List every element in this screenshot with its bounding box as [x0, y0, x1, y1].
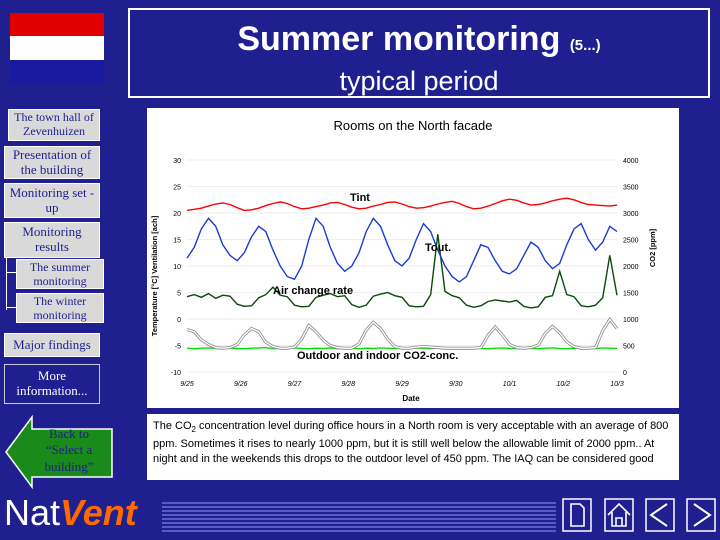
back-button[interactable]: Back to “Select a building” — [44, 426, 94, 474]
air-change-line — [186, 234, 618, 309]
nav-tree-branch — [6, 307, 16, 308]
natvent-logo: NatVent — [4, 492, 137, 533]
nav-winter-monitoring[interactable]: The winter monitoring — [16, 293, 104, 323]
y-left-tick-label: 25 — [173, 185, 181, 192]
previous-icon[interactable] — [645, 498, 675, 532]
x-tick-label: 10/1 — [503, 381, 517, 388]
chart-title: Rooms on the North facade — [334, 118, 493, 133]
nav-more-information[interactable]: More information... — [4, 364, 100, 404]
nav-tree-branch — [6, 272, 16, 273]
back-arrow-icon[interactable] — [4, 415, 116, 489]
nav-monitoring-results[interactable]: Monitoring results — [4, 222, 100, 258]
nav-tree-line — [6, 258, 7, 310]
tint-annotation: Tint — [350, 192, 370, 204]
nav-summer-monitoring[interactable]: The summer monitoring — [16, 259, 104, 289]
y-left-tick-labels: 30 25 20 15 10 5 0 -5 -10 — [171, 158, 181, 377]
nav-town-hall[interactable]: The town hall of Zevenhuizen — [8, 109, 100, 141]
y-right-tick-label: 3000 — [623, 211, 639, 218]
y-right-tick-label: 0 — [623, 370, 627, 377]
y-left-tick-label: 20 — [173, 211, 181, 218]
y-right-tick-label: 500 — [623, 344, 635, 351]
y-right-tick-label: 2500 — [623, 238, 639, 245]
chart-background — [147, 108, 679, 408]
y-right-tick-labels: 4000 3500 3000 2500 2000 1500 1000 500 0 — [623, 158, 639, 377]
nav-presentation[interactable]: Presentation of the building — [4, 146, 100, 179]
y-right-tick-label: 1000 — [623, 317, 639, 324]
x-tick-label: 9/25 — [180, 381, 194, 388]
netherlands-flag-icon — [10, 13, 104, 83]
x-tick-label: 9/27 — [288, 381, 303, 388]
home-icon[interactable] — [604, 498, 634, 532]
tout-annotation: Tout. — [425, 242, 451, 254]
co2-annotation: Outdoor and indoor CO2-conc. — [297, 350, 458, 362]
air-change-annotation: Air change rate — [273, 285, 353, 297]
y-left-tick-label: 30 — [173, 158, 181, 165]
co2-chart: Rooms on the North facade 30 25 20 15 10 5 0 -5… — [147, 108, 679, 408]
page-title-text: Summer monitoring — [237, 20, 561, 58]
tint-line — [186, 197, 618, 212]
y-left-tick-label: 10 — [173, 264, 181, 271]
x-axis-label: Date — [402, 394, 420, 403]
x-tick-label: 10/3 — [610, 381, 624, 388]
y-left-tick-label: 0 — [177, 317, 181, 324]
y-right-tick-label: 3500 — [623, 185, 639, 192]
y-right-axis-label: CO2 [ppm] — [648, 228, 657, 267]
description-text: The CO2 concentration level during offic… — [147, 414, 679, 480]
x-tick-label: 10/2 — [556, 381, 570, 388]
y-left-tick-label: -5 — [175, 344, 181, 351]
next-icon[interactable] — [686, 498, 716, 532]
y-right-tick-label: 2000 — [623, 264, 639, 271]
page-title: Summer monitoring (5...) — [130, 20, 708, 59]
nav-major-findings[interactable]: Major findings — [4, 333, 100, 357]
x-tick-label: 9/29 — [395, 381, 409, 388]
tout-line — [186, 216, 618, 283]
y-right-tick-label: 4000 — [623, 158, 639, 165]
y-left-tick-label: -10 — [171, 370, 181, 377]
x-tick-label: 9/28 — [341, 381, 355, 388]
document-icon[interactable] — [562, 498, 592, 532]
page-subtitle: typical period — [339, 66, 499, 96]
decorative-stripes — [162, 502, 556, 532]
y-left-tick-label: 5 — [177, 291, 181, 298]
nav-monitoring-setup[interactable]: Monitoring set -up — [4, 183, 100, 218]
series-counter: (5...) — [569, 37, 601, 54]
y-left-axis-label: Temperature [°C] Ventilation [ach] — [150, 215, 159, 336]
chart-series — [186, 197, 619, 350]
y-left-tick-label: 15 — [173, 238, 181, 245]
co2-indoor-line — [186, 318, 618, 349]
y-right-tick-label: 1500 — [623, 291, 639, 298]
x-tick-label: 9/26 — [234, 381, 248, 388]
title-box: Summer monitoring (5...) typical period — [128, 8, 710, 98]
x-tick-labels: 9/25 9/26 9/27 9/28 9/29 9/30 10/1 10/2 10/3 — [180, 381, 624, 388]
x-tick-label: 9/30 — [449, 381, 463, 388]
